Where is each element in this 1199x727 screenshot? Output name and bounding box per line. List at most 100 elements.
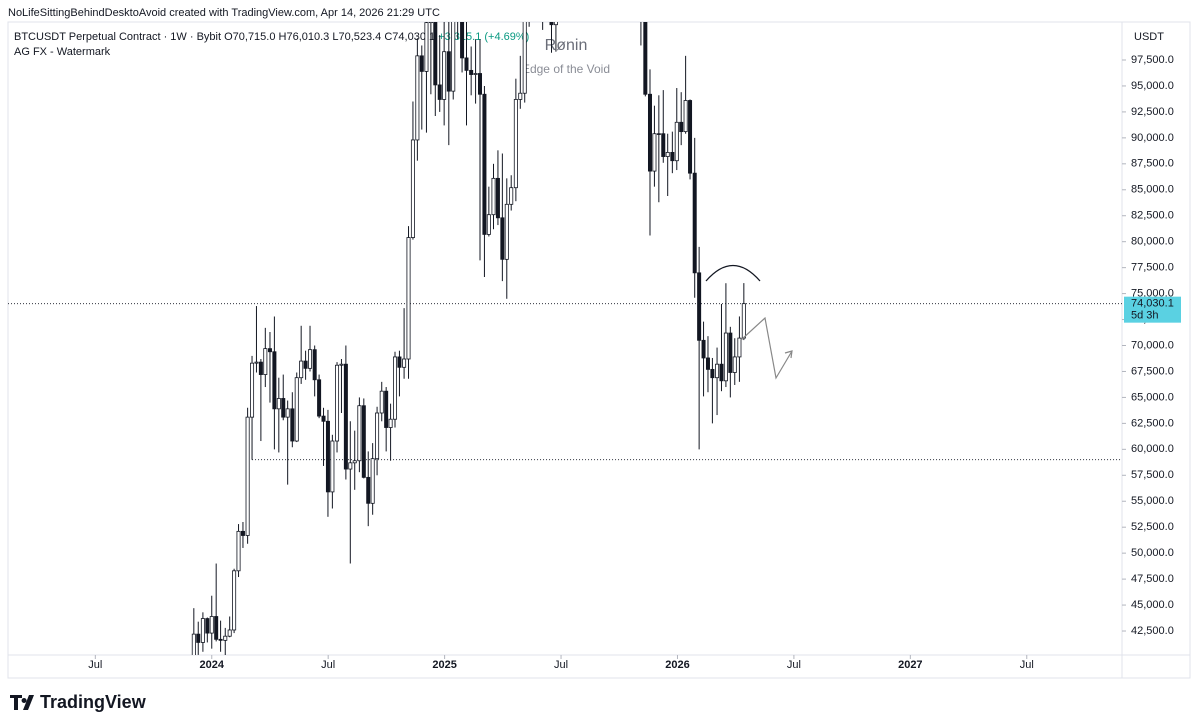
- candle-body: [469, 69, 474, 75]
- candle-body: [254, 361, 259, 364]
- candle-body: [522, 22, 527, 94]
- candle-body: [312, 349, 317, 381]
- ohlc-close: C74,030.1: [384, 31, 435, 43]
- candle-body: [723, 332, 728, 382]
- candle-body: [205, 618, 210, 634]
- arc-drawing: [705, 265, 761, 282]
- y-tick-label: 60,000.0: [1131, 443, 1174, 455]
- candle-body: [697, 272, 702, 341]
- candle-body: [339, 363, 344, 366]
- watermark-subtitle: Edge of the Void: [522, 62, 610, 76]
- candle-body: [236, 530, 241, 572]
- candle-body: [732, 356, 737, 373]
- candle-body: [290, 408, 295, 442]
- x-tick-label: 2024: [200, 659, 225, 671]
- candle-body: [317, 379, 322, 417]
- candle-body: [214, 616, 219, 640]
- candle-body: [397, 356, 402, 368]
- candle-body: [361, 405, 366, 478]
- y-tick-label: 82,500.0: [1131, 210, 1174, 222]
- candle-body: [223, 635, 228, 641]
- logo-icon: [10, 695, 34, 710]
- legend-header: BTCUSDT Perpetual Contract · 1W · Bybit …: [14, 31, 529, 43]
- candle-body: [473, 73, 478, 75]
- candle-body: [710, 368, 715, 379]
- candle-body: [330, 440, 335, 493]
- candle-body: [661, 133, 666, 157]
- symbol: BTCUSDT Perpetual Contract · 1W · Bybit: [14, 31, 221, 43]
- ohlc-low: L70,523.4: [332, 31, 381, 43]
- candle-body: [549, 22, 554, 26]
- candle-body: [258, 361, 263, 375]
- candle-body: [683, 100, 688, 133]
- candle-body: [688, 100, 693, 174]
- y-tick-label: 92,500.0: [1131, 106, 1174, 118]
- candle-body: [643, 22, 648, 95]
- candle-body: [393, 356, 398, 420]
- candle-body: [335, 364, 340, 442]
- y-tick-label: 52,500.0: [1131, 521, 1174, 533]
- candle-body: [437, 84, 442, 100]
- indicator: AG FX - Watermark: [14, 46, 111, 58]
- candle-body: [728, 332, 733, 373]
- candle-body: [321, 415, 326, 422]
- candle-body: [263, 348, 268, 375]
- candle-body: [701, 339, 706, 359]
- candle-body: [415, 55, 420, 141]
- candle-body: [647, 93, 652, 172]
- candle-body: [451, 22, 456, 92]
- candle-body: [428, 22, 433, 24]
- watermark-title: Rønin: [545, 37, 588, 54]
- x-tick-label: 2025: [432, 659, 456, 671]
- candle-body: [240, 530, 245, 536]
- candle-body: [670, 151, 675, 162]
- y-tick-label: 45,000.0: [1131, 599, 1174, 611]
- candle-body: [325, 420, 330, 493]
- candle-body: [500, 217, 505, 260]
- candle-body: [227, 629, 232, 637]
- y-tick-label: 80,000.0: [1131, 236, 1174, 248]
- candle-body: [303, 360, 308, 369]
- candle-body: [464, 57, 469, 71]
- candle-body: [652, 133, 657, 172]
- candle-body: [191, 633, 196, 655]
- candle-body: [357, 405, 362, 462]
- candle-body: [281, 398, 286, 418]
- candle-body: [478, 73, 483, 95]
- candle-body: [196, 633, 201, 643]
- y-tick-label: 67,500.0: [1131, 365, 1174, 377]
- candle-body: [406, 237, 411, 360]
- candle-body: [410, 139, 415, 238]
- y-tick-label: 65,000.0: [1131, 391, 1174, 403]
- axes: 42,500.0 45,000.0 47,500.0 50,000.0 52,500.0…: [88, 54, 1181, 671]
- y-tick-label: 77,500.0: [1131, 262, 1174, 274]
- candle-body: [419, 55, 424, 72]
- candle-body: [518, 92, 523, 100]
- candle-body: [715, 363, 720, 379]
- x-tick-label: Jul: [88, 659, 102, 671]
- candle-body: [375, 412, 380, 460]
- candle-body: [456, 0, 459, 13]
- candle-body: [482, 93, 487, 235]
- y-tick-label: 75,000.0: [1131, 288, 1174, 300]
- candle-body: [424, 22, 429, 72]
- countdown: 5d 3h: [1131, 310, 1159, 322]
- candle-body: [218, 638, 223, 641]
- candle-body: [705, 357, 710, 370]
- candle-body: [232, 570, 237, 631]
- y-tick-label: 42,500.0: [1131, 625, 1174, 637]
- candle-body: [446, 51, 451, 92]
- candle-body: [402, 358, 407, 368]
- candle-body: [276, 398, 281, 410]
- candle-body: [348, 462, 353, 470]
- x-tick-label: Jul: [1020, 659, 1034, 671]
- candle-body: [679, 121, 684, 133]
- candle-body: [495, 177, 500, 219]
- y-tick-label: 62,500.0: [1131, 417, 1174, 429]
- candle-body: [491, 177, 496, 216]
- candle-body: [250, 362, 255, 418]
- candle-body: [665, 151, 670, 157]
- brand: TradingView: [40, 692, 147, 712]
- y-tick-label: 95,000.0: [1131, 80, 1174, 92]
